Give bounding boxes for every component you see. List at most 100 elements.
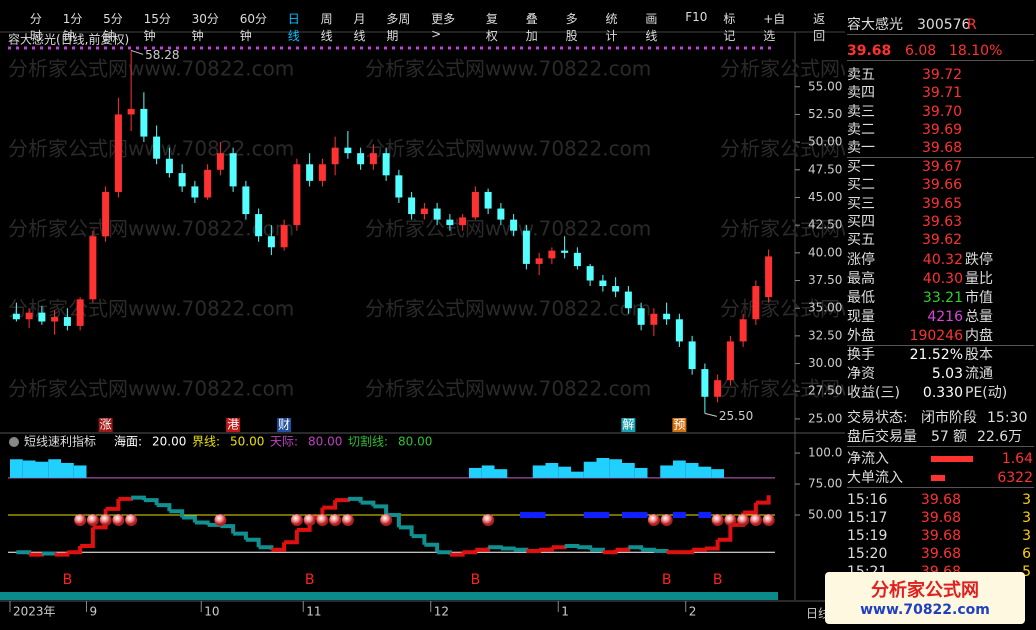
toolbar-button[interactable]: 统计 bbox=[605, 12, 618, 43]
toolbar-button[interactable]: +自选 bbox=[763, 12, 786, 43]
order-row: 买四 39.63 bbox=[847, 213, 1034, 231]
text: 6322 bbox=[997, 470, 1033, 486]
order-row: 卖五 39.72 bbox=[847, 66, 1034, 84]
toolbar-button[interactable]: 周线 bbox=[320, 12, 333, 43]
candle-body bbox=[242, 186, 250, 215]
histogram-bar bbox=[10, 459, 23, 478]
histogram-bar bbox=[634, 467, 648, 478]
y-tick-label: 45.00 bbox=[808, 190, 842, 204]
indicator-step bbox=[692, 547, 707, 552]
toolbar-button[interactable]: 画线 bbox=[645, 12, 658, 43]
event-badge bbox=[621, 418, 636, 432]
event-badge bbox=[226, 418, 241, 432]
candle-body bbox=[420, 208, 428, 215]
candle-body bbox=[765, 256, 773, 298]
indicator-step bbox=[500, 546, 516, 551]
toolbar-button[interactable]: 复权 bbox=[485, 12, 498, 43]
text: 33.21 bbox=[922, 290, 963, 306]
text: 6 bbox=[1022, 546, 1031, 562]
blue-bar bbox=[596, 512, 610, 519]
histogram-bar bbox=[61, 462, 74, 478]
candle-body bbox=[408, 197, 416, 215]
signal-ball bbox=[762, 514, 775, 527]
text: 39.69 bbox=[922, 121, 963, 138]
histogram-bar bbox=[481, 465, 495, 478]
text: 容大感光 bbox=[847, 17, 903, 33]
toolbar-button[interactable]: 60分钟 bbox=[239, 12, 267, 43]
x-tick-label: 1 bbox=[561, 605, 569, 619]
price-row: 39.68 6.08 18.10% bbox=[847, 42, 1034, 61]
text: 5.03 bbox=[931, 366, 963, 382]
toolbar-button[interactable]: 1分钟 bbox=[62, 12, 83, 43]
indicator-step bbox=[653, 548, 669, 553]
toolbar-button[interactable]: 15分钟 bbox=[143, 12, 171, 43]
logo-title: 分析家公式网 bbox=[871, 580, 979, 601]
x-tick-label: 12 bbox=[434, 605, 449, 619]
toolbar-button[interactable]: 多周期 bbox=[386, 12, 411, 43]
text: R bbox=[967, 17, 977, 33]
toolbar-button[interactable]: 5分钟 bbox=[103, 12, 123, 43]
event-label: 预 bbox=[673, 418, 685, 432]
collapse-icon bbox=[9, 437, 19, 447]
text: 39.68 bbox=[920, 528, 961, 544]
text: 39.65 bbox=[922, 195, 963, 212]
candle-body bbox=[165, 158, 173, 174]
indicator-step bbox=[526, 548, 542, 553]
candle-body bbox=[726, 341, 734, 381]
candle-body bbox=[114, 114, 122, 192]
order-row: 买一 39.67 bbox=[847, 158, 1034, 176]
text: 39.63 bbox=[922, 213, 963, 230]
text: 买二 bbox=[847, 177, 875, 194]
toolbar-button[interactable]: 月线 bbox=[353, 12, 366, 43]
blue-bar bbox=[532, 512, 546, 519]
candle-body bbox=[357, 153, 365, 165]
histogram-bar bbox=[494, 469, 508, 478]
text: 40.30 bbox=[922, 271, 963, 287]
text: 39.71 bbox=[922, 85, 963, 102]
logo: 分析家公式网 www.70822.com bbox=[825, 572, 1025, 624]
text: 1.64 bbox=[1001, 451, 1033, 467]
text: 卖三 bbox=[847, 103, 875, 120]
indicator-step bbox=[67, 546, 83, 555]
event-label: 港 bbox=[227, 418, 239, 432]
text: 换手 bbox=[847, 347, 875, 363]
toolbar-button[interactable]: 返回 bbox=[813, 12, 826, 43]
toolbar-button[interactable]: 30分钟 bbox=[191, 12, 219, 43]
candle-body bbox=[573, 252, 581, 267]
flow-bar bbox=[931, 456, 973, 462]
blue-bar bbox=[520, 512, 533, 519]
text: 总量 bbox=[965, 309, 993, 325]
candle-body bbox=[280, 225, 288, 248]
candle-body bbox=[484, 191, 492, 209]
toolbar-button[interactable]: 分时 bbox=[29, 12, 42, 43]
text: 190246 bbox=[909, 328, 963, 344]
histogram-bar bbox=[35, 461, 49, 478]
toolbar-button[interactable]: F10 bbox=[685, 10, 708, 24]
histogram-bar bbox=[596, 458, 610, 478]
candle-body bbox=[561, 250, 569, 253]
toolbar-button[interactable]: 多股 bbox=[565, 12, 578, 43]
text: 57 bbox=[931, 429, 949, 445]
candle-body bbox=[369, 153, 377, 165]
x-tick-label: 2 bbox=[689, 605, 697, 619]
toolbar-button[interactable]: 日线 bbox=[287, 12, 300, 43]
x-tick-label: 10 bbox=[204, 605, 219, 619]
signal-ball bbox=[482, 514, 495, 527]
candle-body bbox=[548, 250, 556, 259]
toolbar-button[interactable]: 更多 > bbox=[431, 12, 456, 41]
signal-ball bbox=[647, 514, 660, 527]
histogram-bar bbox=[469, 467, 482, 478]
signal-ball bbox=[711, 514, 724, 527]
param-name: 界线: bbox=[192, 435, 220, 449]
stat-row: 换手 21.52% 股本 bbox=[847, 346, 1034, 364]
toolbar-button[interactable]: 标记 bbox=[723, 12, 736, 43]
param-name: 切割线: bbox=[348, 434, 388, 449]
param-value: 50.00 bbox=[230, 435, 264, 449]
toolbar-button[interactable]: 叠加 bbox=[525, 12, 538, 43]
indicator-step bbox=[513, 547, 529, 552]
buy-signal: B bbox=[662, 572, 672, 588]
indicator-step bbox=[551, 545, 567, 550]
trade-row: 15:19 39.68 3 bbox=[847, 527, 1034, 545]
text: 最低 bbox=[847, 290, 875, 306]
signal-ball bbox=[99, 514, 112, 527]
